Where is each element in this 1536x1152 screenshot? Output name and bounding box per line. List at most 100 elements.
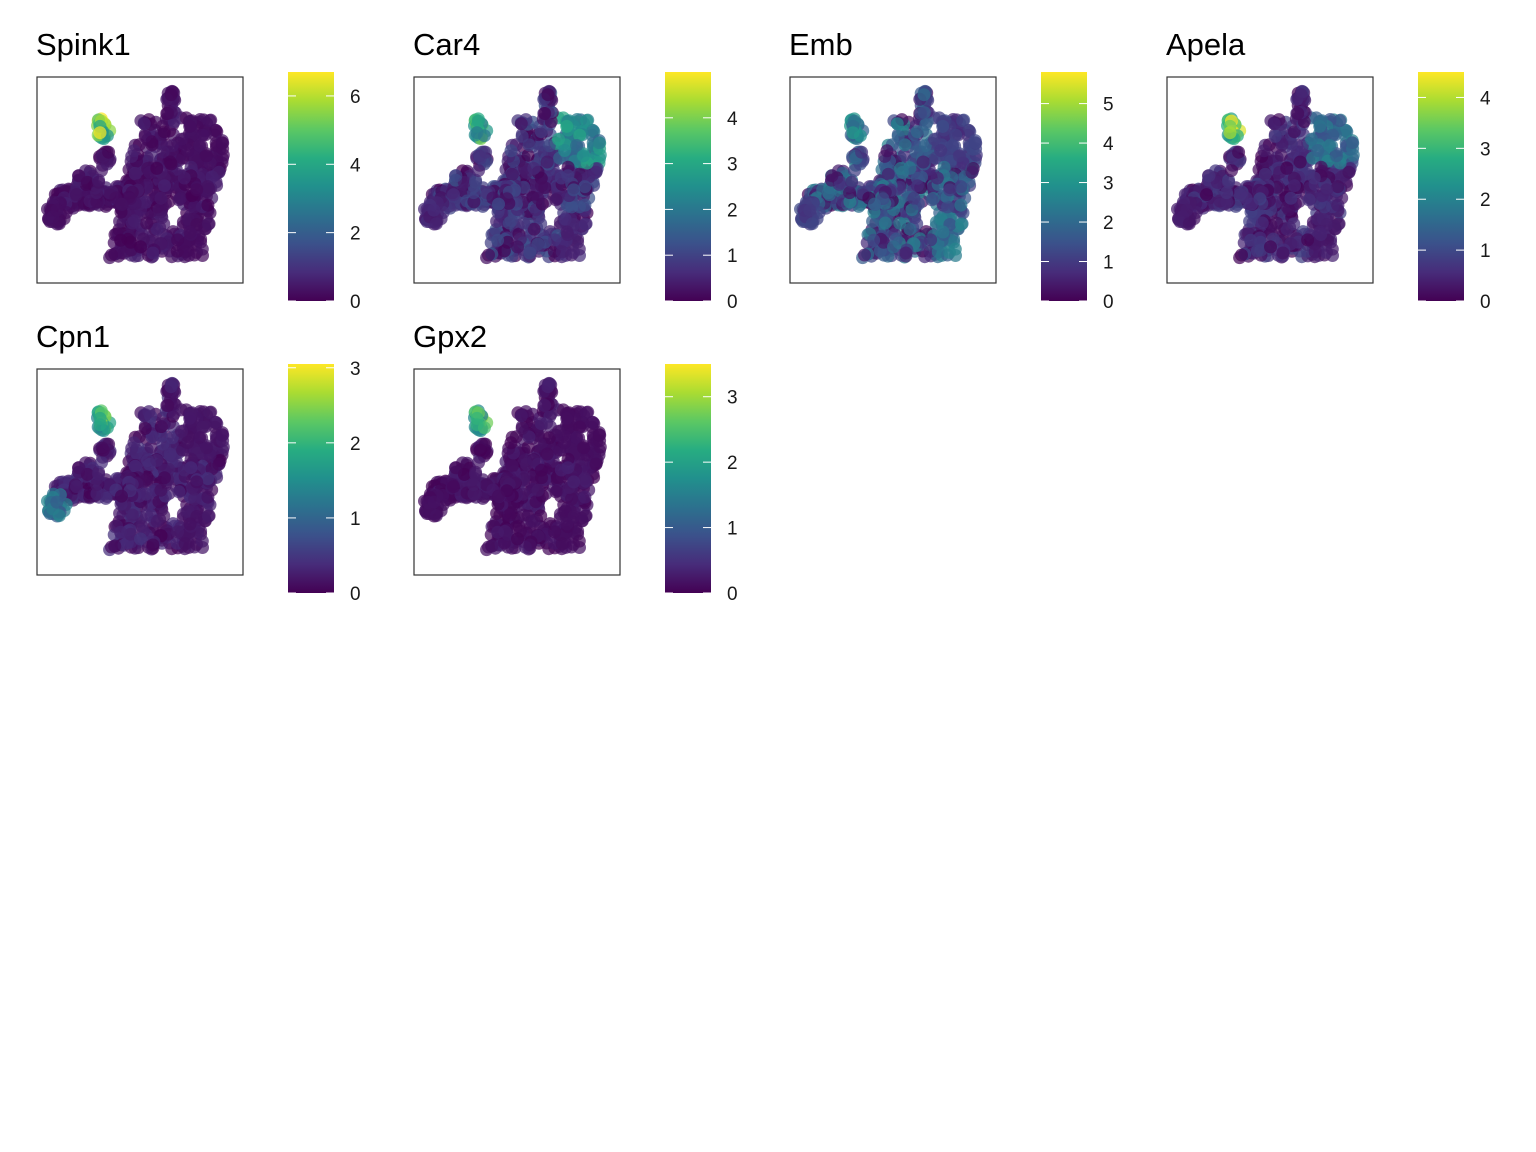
scatter-point [50,203,64,217]
scatter-point [843,186,857,200]
scatter-point [531,191,545,205]
scatter-point [163,155,177,169]
panel-title: Gpx2 [413,319,487,354]
scatter-point [1325,242,1339,256]
panel-title: Apela [1166,27,1246,62]
colorbar [288,72,334,301]
scatter-point [52,217,66,231]
scatter-point [1268,129,1282,143]
scatter-point [867,233,881,247]
scatter-point [90,195,104,209]
scatter-point [1202,169,1216,183]
scatter-point [154,191,168,205]
scatter-point [825,169,839,183]
scatter-point [482,248,495,262]
scatter-point [470,126,484,140]
panel-title: Emb [789,27,853,62]
scatter-point [535,179,548,193]
scatter-point [1313,119,1327,133]
colorbar-tick-label: 0 [727,584,738,605]
scatter-point [578,180,592,194]
scatter-point [193,431,207,444]
scatter-point [538,107,552,120]
scatter-point [501,527,515,541]
scatter-point [567,475,581,489]
scatter-point [138,421,152,435]
scatter-point [447,480,460,494]
scatter-point [578,509,592,523]
scatter-point [449,461,463,475]
scatter-point [589,165,603,179]
scatter-point [209,416,223,429]
scatter-point [115,489,128,503]
scatter-point [183,517,197,531]
scatter-point [560,517,574,531]
scatter-point [183,411,197,425]
scatter-point [467,195,481,209]
scatter-point [877,235,891,249]
scatter-point [95,164,108,177]
scatter-point [1302,193,1316,207]
scatter-point [177,171,191,185]
scatter-point [953,149,967,163]
scatter-point [941,200,955,214]
scatter-point [158,179,171,193]
scatter-point [150,514,164,528]
plot-frame [413,368,621,576]
scatter-point [140,216,154,230]
scatter-point [549,193,563,207]
scatter-point [843,195,857,209]
scatter-point [427,495,441,509]
plot-frame [36,76,244,284]
scatter-point [124,235,138,249]
scatter-point [196,420,210,434]
colorbar-tick-label: 3 [727,388,738,409]
scatter-point [592,428,606,442]
scatter-point [1342,165,1356,179]
scatter-point [105,248,118,262]
scatter-point [1313,225,1327,239]
scatter-point [427,203,441,217]
scatter-point [968,136,982,150]
scatter-point [540,447,554,461]
scatter-point [505,459,519,473]
scatter-point [521,148,535,162]
scatter-point [201,217,215,231]
scatter-point [93,418,107,432]
scatter-point [554,171,568,185]
scatter-point [907,191,921,205]
scatter-point [573,420,587,434]
scatter-point [1223,126,1237,140]
scatter-point [127,436,141,450]
scatter-point [578,198,592,212]
scatter-point [470,418,484,432]
scatter-point [156,437,170,451]
scatter-point [128,459,142,473]
colorbar [665,72,711,301]
scatter-point [467,186,481,200]
scatter-point [164,88,178,102]
scatter-point [190,183,204,197]
scatter-point [114,525,128,539]
scatter-point [467,487,481,501]
scatter-point [845,175,859,189]
scatter-point [1220,195,1234,209]
scatter-point [573,128,587,142]
scatter-point [201,490,215,504]
scatter-point [917,88,931,102]
scatter-point [527,453,541,467]
scatter-point [1200,188,1213,202]
colorbar [1041,72,1087,301]
scatter-point [181,144,195,157]
colorbar-tick-label: 3 [727,155,738,176]
scatter-point [501,235,515,249]
scatter-point [150,222,164,236]
colorbar-tick-label: 4 [1103,134,1114,155]
scatter-point [137,409,151,423]
scatter-point [469,175,483,189]
scatter-point [479,145,493,159]
scatter-point [527,161,541,175]
